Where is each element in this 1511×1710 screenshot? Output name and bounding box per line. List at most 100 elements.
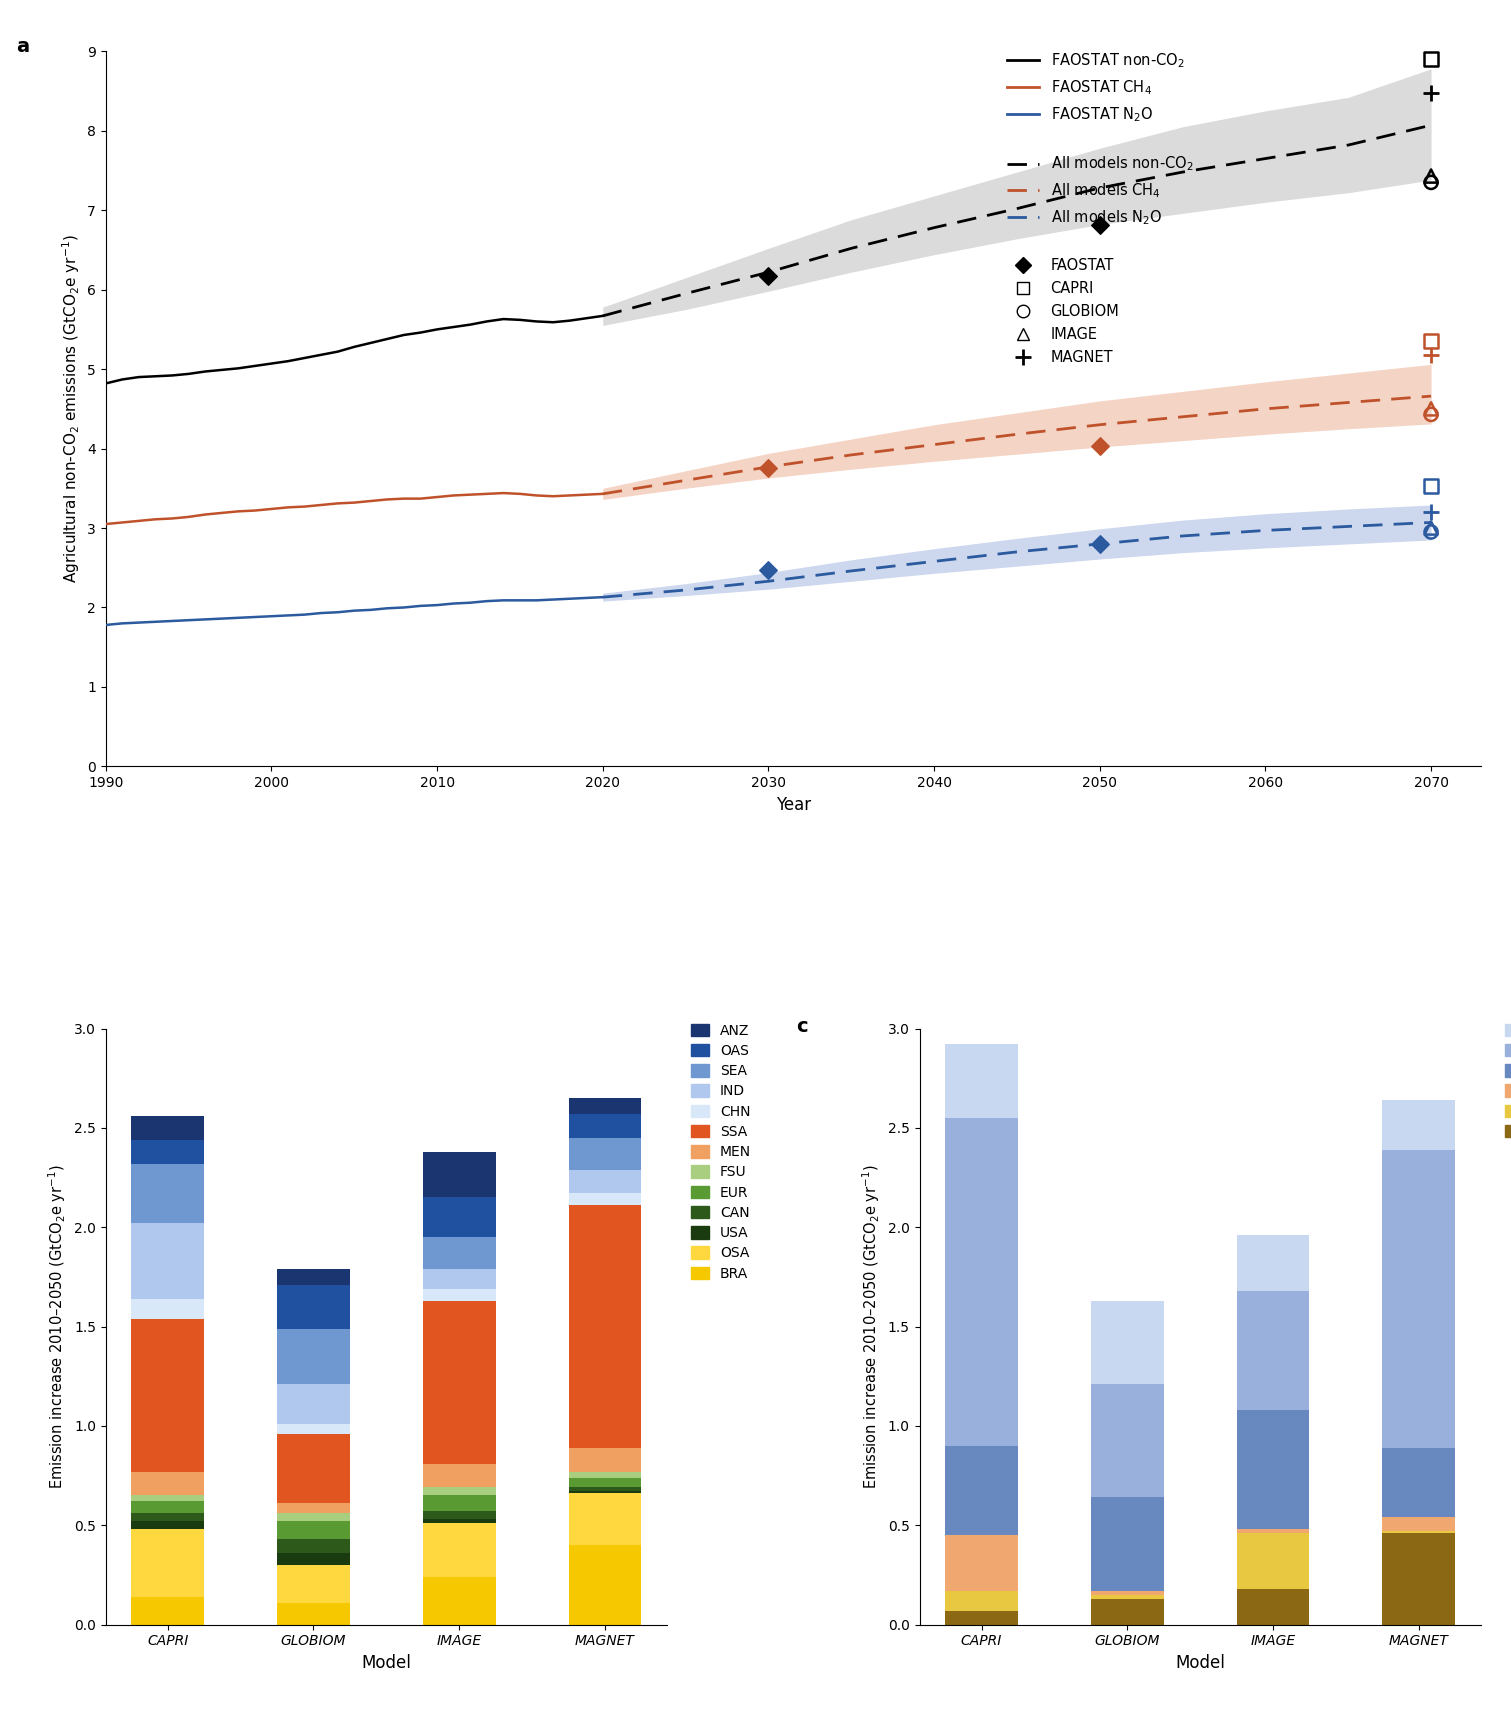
Point <box>1419 400 1443 428</box>
Point <box>1088 433 1112 460</box>
Bar <box>1091 1590 1163 1595</box>
Legend: FAOSTAT non-CO$_2$, FAOSTAT CH$_4$, FAOSTAT N$_2$O, , All models non-CO$_2$, All: FAOSTAT non-CO$_2$, FAOSTAT CH$_4$, FAOS… <box>1006 51 1194 364</box>
Bar <box>1236 1589 1310 1624</box>
Bar <box>568 1137 642 1170</box>
Bar <box>568 1098 642 1113</box>
Point <box>757 455 781 482</box>
Bar <box>277 1269 351 1284</box>
Bar <box>1091 1383 1163 1498</box>
X-axis label: Model: Model <box>1176 1654 1225 1672</box>
Bar <box>944 1118 1018 1445</box>
Point <box>1419 162 1443 190</box>
Legend: ANZ, OAS, SEA, IND, CHN, SSA, MEN, FSU, EUR, CAN, USA, OSA, BRA: ANZ, OAS, SEA, IND, CHN, SSA, MEN, FSU, … <box>691 1024 751 1281</box>
Bar <box>944 1590 1018 1611</box>
Bar <box>423 1236 496 1269</box>
Bar <box>277 1329 351 1383</box>
Bar <box>1383 1517 1455 1530</box>
Bar <box>944 1536 1018 1590</box>
Bar <box>568 1546 642 1624</box>
Point <box>1088 210 1112 238</box>
Bar <box>277 1284 351 1329</box>
Bar <box>423 1464 496 1488</box>
Bar <box>1091 1301 1163 1383</box>
Bar <box>1383 1530 1455 1534</box>
X-axis label: Year: Year <box>775 795 811 814</box>
Bar <box>568 1448 642 1472</box>
Bar <box>277 1539 351 1553</box>
Bar <box>568 1493 642 1546</box>
Bar <box>277 1522 351 1539</box>
Bar <box>1091 1595 1163 1599</box>
Bar <box>1236 1529 1310 1534</box>
Point <box>1419 328 1443 356</box>
Point <box>1419 518 1443 545</box>
Bar <box>1383 1448 1455 1517</box>
Point <box>1419 46 1443 74</box>
Point <box>1419 515 1443 542</box>
Y-axis label: Emission increase 2010–2050 (GtCO$_2$e yr$^{-1}$): Emission increase 2010–2050 (GtCO$_2$e y… <box>47 1165 68 1489</box>
Bar <box>131 1298 204 1318</box>
Bar <box>423 1488 496 1495</box>
Bar <box>1383 1100 1455 1149</box>
Bar <box>944 1445 1018 1536</box>
Bar <box>131 1501 204 1513</box>
Bar <box>423 1269 496 1289</box>
Point <box>1419 395 1443 422</box>
Bar <box>277 1433 351 1503</box>
Bar <box>944 1045 1018 1118</box>
Bar <box>1383 1149 1455 1448</box>
Bar <box>944 1611 1018 1624</box>
Bar <box>131 1529 204 1597</box>
Bar <box>277 1383 351 1424</box>
Bar <box>423 1518 496 1524</box>
Bar <box>131 1597 204 1624</box>
Point <box>757 556 781 583</box>
Bar <box>131 1141 204 1165</box>
Point <box>1419 472 1443 499</box>
Bar <box>423 1512 496 1518</box>
Point <box>757 262 781 289</box>
Y-axis label: Emission increase 2010–2050 (GtCO$_2$e yr$^{-1}$): Emission increase 2010–2050 (GtCO$_2$e y… <box>861 1165 882 1489</box>
Bar <box>277 1602 351 1624</box>
Bar <box>1236 1411 1310 1529</box>
Bar <box>1236 1235 1310 1291</box>
Bar <box>131 1513 204 1522</box>
Bar <box>423 1495 496 1512</box>
Bar <box>568 1170 642 1194</box>
Bar <box>423 1153 496 1197</box>
Bar <box>131 1223 204 1298</box>
Bar <box>1236 1534 1310 1589</box>
Text: a: a <box>17 38 30 56</box>
Bar <box>277 1503 351 1513</box>
Y-axis label: Agricultural non-CO$_2$ emissions (GtCO$_2$e yr$^{-1}$): Agricultural non-CO$_2$ emissions (GtCO$… <box>60 234 82 583</box>
X-axis label: Model: Model <box>361 1654 411 1672</box>
Bar <box>423 1301 496 1464</box>
Bar <box>423 1197 496 1236</box>
Bar <box>131 1318 204 1472</box>
Bar <box>1091 1599 1163 1624</box>
Bar <box>131 1165 204 1223</box>
Bar <box>568 1113 642 1137</box>
Bar <box>1383 1534 1455 1624</box>
Bar <box>131 1522 204 1529</box>
Legend: DRY, RUM, NRM, RIC, CER, OCR: DRY, RUM, NRM, RIC, CER, OCR <box>1505 1024 1511 1139</box>
Bar <box>277 1553 351 1565</box>
Bar <box>423 1524 496 1577</box>
Bar <box>423 1289 496 1301</box>
Point <box>1419 169 1443 197</box>
Bar <box>277 1565 351 1602</box>
Bar <box>1091 1498 1163 1590</box>
Bar <box>568 1477 642 1488</box>
Bar <box>131 1472 204 1495</box>
Bar <box>423 1577 496 1624</box>
Bar <box>1236 1291 1310 1411</box>
Bar <box>131 1117 204 1141</box>
Bar <box>568 1488 642 1491</box>
Bar <box>277 1424 351 1433</box>
Text: c: c <box>796 1017 808 1036</box>
Bar <box>568 1194 642 1206</box>
Point <box>1088 530 1112 557</box>
Bar <box>277 1513 351 1522</box>
Bar <box>568 1491 642 1493</box>
Bar <box>568 1206 642 1448</box>
